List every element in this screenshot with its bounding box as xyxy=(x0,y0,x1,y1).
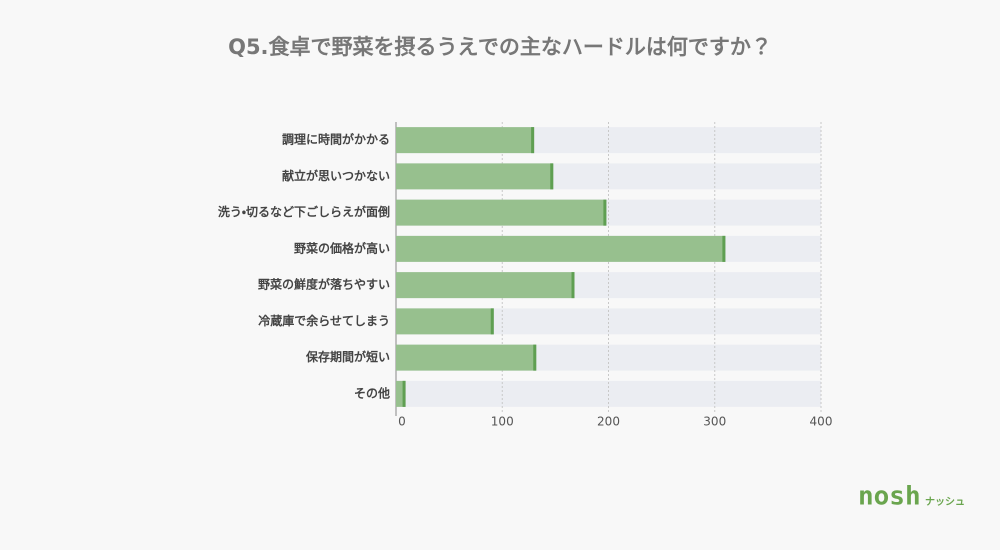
bar xyxy=(396,344,537,371)
y-tick-label: 冷蔵庫で余らせてしまう xyxy=(258,313,390,328)
bar xyxy=(396,199,607,226)
bar-end-cap xyxy=(533,344,537,371)
x-tick-label: 200 xyxy=(597,415,620,429)
y-tick-label: 保存期間が短い xyxy=(305,349,390,364)
logo-sub: ナッシュ xyxy=(925,496,965,508)
bar-end-cap xyxy=(603,199,607,226)
y-tick-label: 献立が思いつかない xyxy=(282,168,390,183)
x-tick-label: 100 xyxy=(491,415,514,429)
bar xyxy=(396,235,726,262)
logo: nosh xyxy=(858,482,921,512)
bar xyxy=(396,163,554,190)
y-tick-label: 洗う・切るなど下ごしらえが面倒 xyxy=(218,204,390,219)
bar xyxy=(396,380,406,407)
y-tick-label: 野菜の鮮度が落ちやすい xyxy=(258,277,390,292)
bar-end-cap xyxy=(550,163,554,190)
y-tick-label: 調理に時間がかかる xyxy=(282,132,390,147)
bar-end-cap xyxy=(722,235,726,262)
bar xyxy=(396,127,535,154)
x-tick-label: 400 xyxy=(810,415,833,429)
bar-end-cap xyxy=(531,127,535,154)
x-tick-label: 300 xyxy=(703,415,726,429)
bar-end-cap xyxy=(571,272,575,299)
x-tick-label: 0 xyxy=(398,415,406,429)
y-tick-label: その他 xyxy=(354,385,390,400)
bar-end-cap xyxy=(490,308,494,335)
chart-title: Q5.食卓で野菜を摂るうえでの主なハードルは何ですか？ xyxy=(228,35,772,59)
bar-end-cap xyxy=(402,380,406,407)
bar xyxy=(396,272,575,299)
bar xyxy=(396,308,494,335)
y-tick-label: 野菜の価格が高い xyxy=(294,240,390,255)
